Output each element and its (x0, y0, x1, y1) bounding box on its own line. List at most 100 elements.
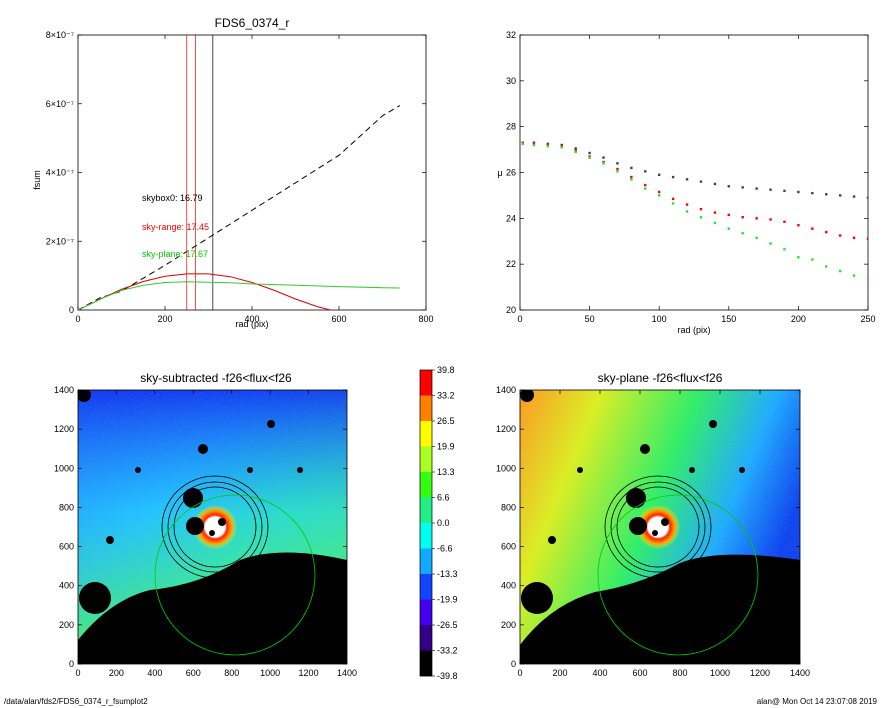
planeimg-xtick-label: 200 (552, 668, 567, 678)
fsum-ticks: 0 200 400 600 800 0 2×10⁻⁷ 4×10⁻⁷ 6×10⁻⁷ 8×10⁻⁷ (46, 30, 434, 324)
planeimg-ytick-label: 200 (501, 620, 516, 630)
planeimg-xtick-label: 800 (672, 668, 687, 678)
mu-ytick-label: 30 (506, 76, 516, 86)
colorbar-swatch (420, 650, 432, 677)
fsum-ylabel: fsum (32, 170, 42, 190)
mu-ytick-label: 20 (506, 305, 516, 315)
planeimg-ytick-label: 800 (501, 502, 516, 512)
planeimg-ytick-label: 600 (501, 542, 516, 552)
sky-subtracted-image (78, 390, 347, 664)
planeimg-xtick-label: 600 (632, 668, 647, 678)
mu-xtick-label: 0 (517, 314, 522, 324)
fsum-panel: FDS6_0374_r 0 200 400 600 800 0 2×10⁻⁷ 4×10⁻⁷ 6×… (32, 16, 434, 329)
mu-point-2 (727, 227, 730, 230)
fsum-xtick-label: 400 (244, 314, 259, 324)
mu-point-2 (741, 232, 744, 235)
colorbar-swatch (420, 497, 432, 524)
footer-user-time: alan@ Mon Oct 14 23:07:08 2019 (757, 697, 878, 706)
sky-plane-image (520, 390, 800, 664)
subimg-xtick-label: 200 (109, 668, 124, 678)
colorbar-swatch (420, 599, 432, 626)
planeimg-xtick-label: 0 (517, 668, 522, 678)
colorbar-swatch (420, 574, 432, 600)
planeimg-ytick-label: 1400 (496, 385, 516, 395)
colorbar-label: 6.6 (437, 493, 450, 503)
mu-point-0 (713, 182, 717, 186)
subimg-xtick-label: 1400 (337, 668, 357, 678)
colorbar-swatch (420, 370, 432, 396)
sky-plane-frame (519, 389, 801, 665)
mu-point-0 (838, 194, 842, 197)
planeimg-ytick-label: 1000 (496, 463, 516, 473)
sky-plane-title: sky-plane -f26<flux<f26 (598, 371, 723, 385)
fsum-series-line-1 (78, 273, 331, 310)
subimg-ytick-label: 1000 (54, 463, 74, 473)
mu-point-2 (699, 215, 703, 219)
colorbar-swatch (420, 548, 432, 575)
sky-subtracted-image-panel: sky-subtracted -f26<flux<f26 0 200 4 (54, 371, 357, 678)
mu-point-0 (630, 166, 633, 170)
mu-point-0 (699, 180, 703, 183)
planeimg-xtick-label: 1000 (710, 668, 730, 678)
sky-plane-annotation: sky-plane: 17.67 (142, 249, 208, 259)
mu-point-1 (811, 227, 814, 230)
planeimg-ytick-label: 1200 (496, 424, 516, 434)
fsum-ytick-label: 2×10⁻⁷ (46, 236, 74, 246)
subimg-ytick-label: 400 (59, 581, 74, 591)
colorbar-swatch (420, 446, 432, 473)
mu-point-0 (727, 185, 730, 188)
mu-point-2 (866, 276, 868, 280)
mu-point-2 (671, 202, 675, 205)
sky-plane-image-panel: sky-plane -f26<flux<f26 0 200 400 600 800 100… (496, 371, 810, 678)
sky-range-annotation: sky-range: 17.45 (142, 222, 209, 232)
fsum-xlabel: rad (pix) (235, 319, 268, 329)
mu-point-2 (658, 194, 661, 197)
mu-point-0 (741, 186, 744, 189)
mu-point-0 (644, 170, 647, 173)
mu-point-2 (560, 146, 563, 149)
mu-point-2 (574, 150, 577, 154)
mu-point-1 (658, 190, 661, 194)
fsum-xtick-label: 200 (157, 314, 172, 324)
mu-point-2 (838, 269, 842, 273)
mu-point-1 (783, 220, 786, 223)
sky-subtracted-frame (77, 389, 348, 665)
subimg-ytick-label: 1200 (54, 424, 74, 434)
footer-path: /data/alan/fds2/FDS6_0374_r_fsumplot2 (4, 697, 148, 706)
mu-point-2 (755, 236, 758, 240)
mu-point-1 (769, 218, 772, 221)
colorbar-label: 33.2 (437, 391, 455, 401)
mu-point-1 (755, 217, 758, 220)
mu-xtick-label: 50 (585, 314, 595, 324)
mu-point-2 (521, 142, 524, 146)
colorbar-label: -13.3 (437, 569, 458, 579)
subimg-ytick-label: 600 (59, 542, 74, 552)
colorbar: 39.8 33.2 26.5 19.9 13.3 6.6 0.0 -6.6 -13.3 -19.9… (419, 365, 458, 681)
colorbar-label: -39.8 (437, 671, 458, 681)
sky-subtracted-ticks: 0 200 400 600 800 1000 1200 1400 0 200 400 600 800 10… (54, 385, 357, 678)
fsum-ytick-label: 6×10⁻⁷ (46, 99, 74, 109)
mu-ytick-label: 24 (506, 213, 516, 223)
mu-point-0 (797, 190, 800, 194)
mu-point-1 (825, 230, 828, 234)
planeimg-ytick-label: 0 (511, 659, 516, 669)
mu-point-0 (755, 187, 758, 190)
fsum-plot-frame (77, 34, 427, 311)
mu-point-2 (797, 256, 800, 259)
colorbar-swatch (420, 395, 432, 422)
mu-point-1 (630, 175, 633, 179)
colorbar-swatch (420, 625, 432, 651)
mu-point-1 (671, 197, 675, 201)
sky-plane-ticks: 0 200 400 600 800 1000 1200 1400 0 200 400 600 800 10… (496, 385, 810, 678)
mu-point-2 (685, 210, 689, 213)
mu-point-1 (852, 236, 856, 240)
fsum-ytick-label: 4×10⁻⁷ (46, 168, 74, 178)
mu-point-0 (671, 175, 675, 179)
subimg-xtick-label: 1000 (260, 668, 280, 678)
mu-point-1 (685, 203, 689, 206)
mu-ticks: 0 50 100 150 200 250 20 22 24 26 28 30 32 (506, 30, 876, 324)
mu-point-0 (866, 196, 868, 199)
mu-point-2 (644, 187, 647, 190)
mu-point-0 (658, 173, 661, 176)
mu-xtick-label: 150 (721, 314, 736, 324)
